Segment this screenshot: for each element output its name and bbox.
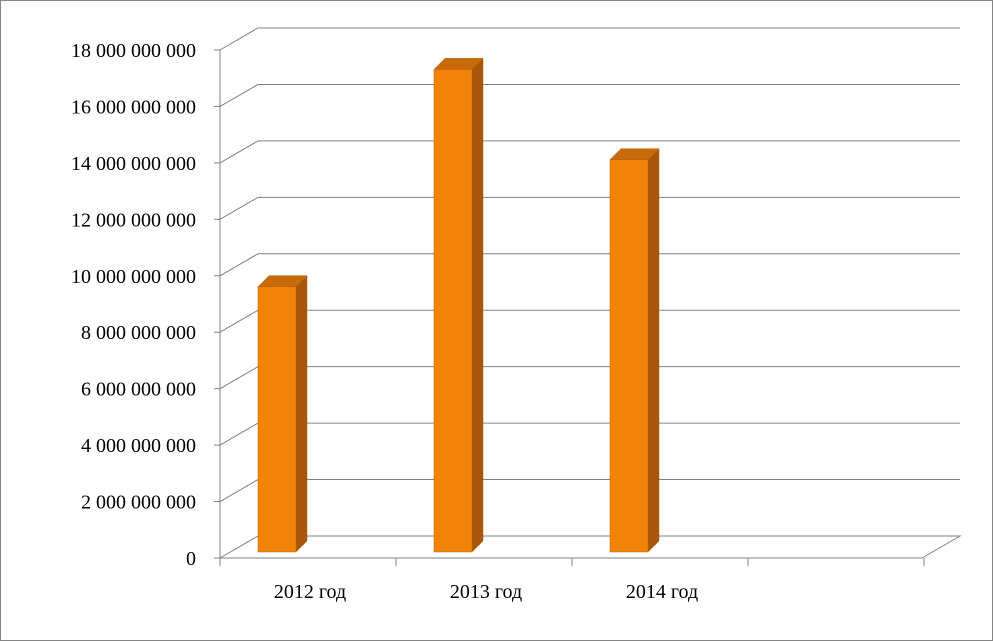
bar — [609, 148, 660, 553]
gridline-diagonal — [219, 479, 259, 502]
y-tick-label: 10 000 000 000 — [71, 266, 196, 288]
x-axis-tick-labels: 2012 год 2013 год 2014 год — [274, 581, 698, 603]
chart-floor — [220, 535, 962, 559]
y-tick-label: 4 000 000 000 — [81, 435, 196, 457]
gridline-diagonal — [219, 84, 259, 107]
y-tick-label: 0 — [186, 548, 196, 570]
y-tick-label: 6 000 000 000 — [81, 379, 196, 401]
x-tick-label: 2013 год — [450, 581, 522, 603]
gridline-diagonal — [219, 309, 259, 333]
y-tick-label: 8 000 000 000 — [81, 322, 196, 344]
y-tick-label: 18 000 000 000 — [71, 40, 196, 62]
y-tick-label: 14 000 000 000 — [71, 153, 196, 175]
y-tick-label: 2 000 000 000 — [81, 492, 196, 514]
x-tick-label: 2014 год — [626, 581, 698, 603]
bar-front-face — [609, 159, 649, 553]
gridlines — [219, 27, 960, 559]
gridline-diagonal — [219, 366, 259, 390]
bar-side-face — [295, 275, 308, 553]
gridline-diagonal — [219, 140, 259, 164]
bar-front-face — [257, 286, 297, 553]
axes — [214, 49, 962, 566]
y-tick-label: 16 000 000 000 — [71, 96, 196, 118]
bar — [257, 275, 308, 553]
y-tick-label: 12 000 000 000 — [71, 209, 196, 231]
gridline-diagonal — [219, 253, 259, 277]
bar-side-face — [471, 57, 484, 553]
bars — [257, 57, 660, 553]
gridline-diagonal — [219, 535, 259, 559]
y-axis-tick-labels: 0 2 000 000 000 4 000 000 000 6 000 000 000… — [71, 40, 196, 570]
bar-side-face — [647, 148, 660, 553]
gridline-diagonal — [219, 196, 259, 220]
bar — [433, 57, 484, 553]
bar-front-face — [433, 69, 473, 553]
x-tick-label: 2012 год — [274, 581, 346, 603]
gridline-diagonal — [219, 27, 259, 51]
gridline-diagonal — [219, 422, 259, 446]
